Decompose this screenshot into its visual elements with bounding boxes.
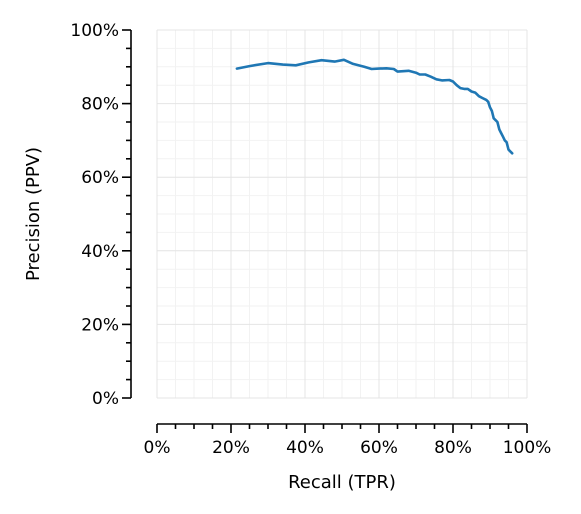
- y-tick-label: 80%: [81, 95, 119, 115]
- x-tick-label: 40%: [286, 438, 324, 458]
- y-tick-label: 0%: [92, 389, 119, 409]
- x-tick-label: 60%: [360, 438, 398, 458]
- y-tick-label: 100%: [70, 21, 119, 41]
- x-tick-label: 20%: [212, 438, 250, 458]
- y-tick-label: 20%: [81, 315, 119, 335]
- y-axis-label: Precision (PPV): [23, 147, 44, 281]
- x-axis-label: Recall (TPR): [288, 472, 396, 493]
- major-grid: [156, 29, 528, 399]
- axes: [122, 29, 528, 433]
- precision-recall-line: [235, 58, 514, 155]
- y-tick-label: 60%: [81, 168, 119, 188]
- series-layer: [235, 58, 514, 155]
- minor-grid: [157, 30, 527, 398]
- x-tick-label: 80%: [434, 438, 472, 458]
- axis-labels: Recall (TPR) Precision (PPV) 0% 20% 40% 60%…: [23, 21, 551, 493]
- x-tick-label: 0%: [144, 438, 171, 458]
- x-tick-label: 100%: [503, 438, 552, 458]
- y-tick-label: 40%: [81, 242, 119, 262]
